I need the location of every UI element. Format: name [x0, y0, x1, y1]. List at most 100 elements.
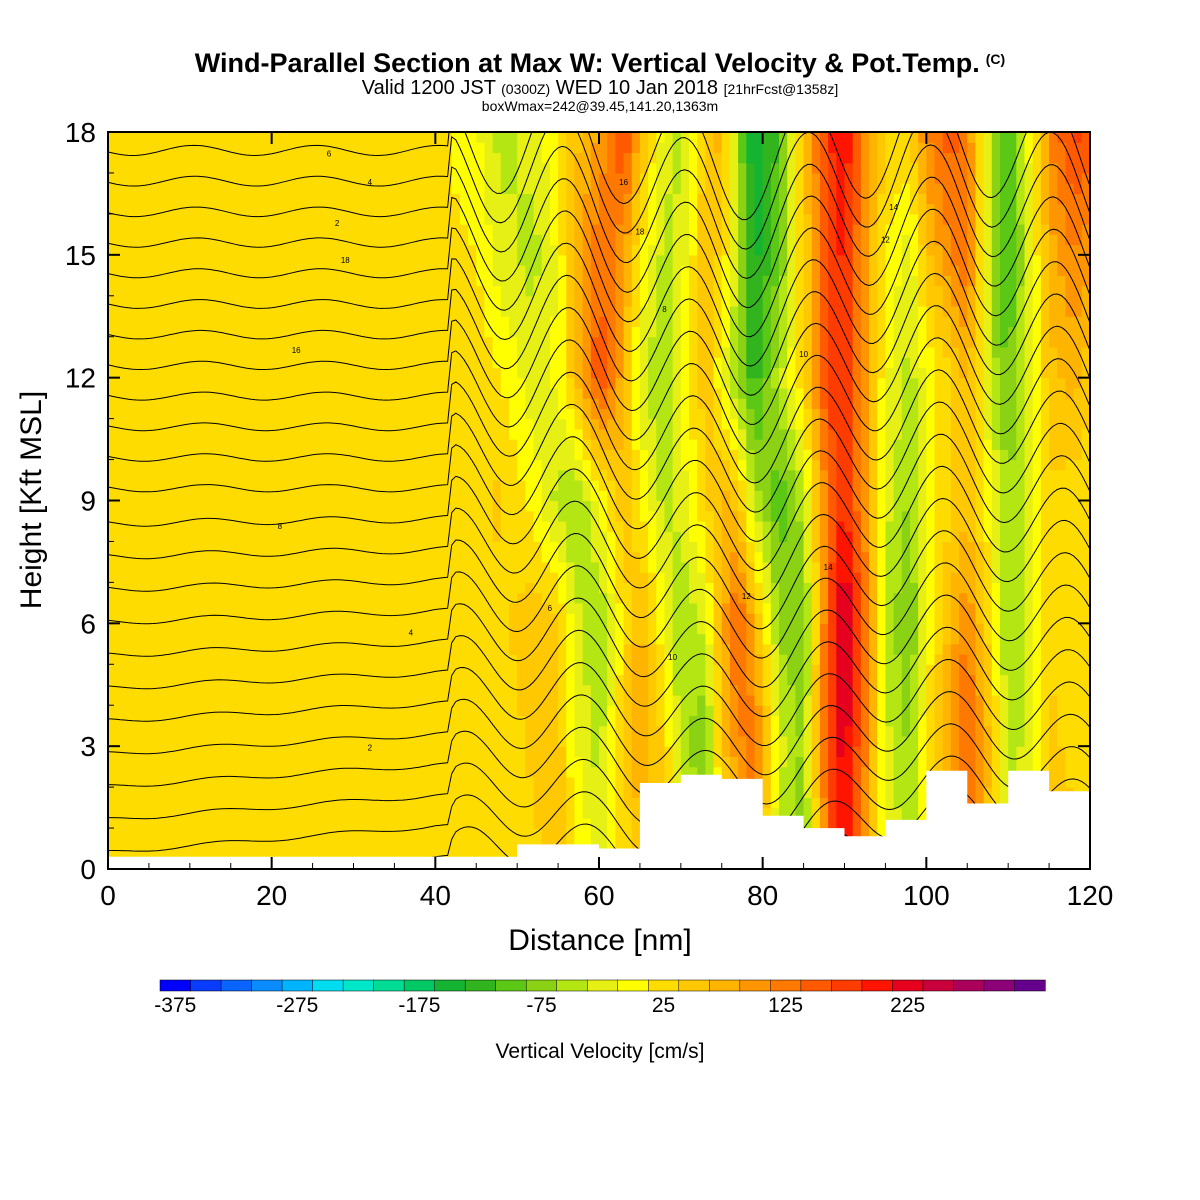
velocity-cell [877, 725, 887, 737]
velocity-cell [132, 787, 142, 798]
velocity-cell [206, 510, 215, 522]
velocity-cell [648, 510, 657, 522]
velocity-cell [124, 746, 134, 758]
velocity-cell [746, 582, 756, 594]
velocity-cell [255, 797, 265, 809]
velocity-cell [1016, 449, 1026, 461]
velocity-cell [279, 674, 289, 686]
velocity-cell [181, 643, 191, 655]
velocity-cell [656, 439, 666, 450]
velocity-cell [967, 572, 977, 583]
velocity-cell [999, 654, 1009, 665]
velocity-cell [533, 746, 543, 758]
velocity-cell [394, 776, 404, 788]
velocity-cell [819, 623, 829, 635]
velocity-cell [1040, 551, 1050, 563]
velocity-cell [394, 561, 404, 573]
velocity-cell [361, 787, 371, 798]
velocity-cell [459, 664, 469, 676]
velocity-cell [181, 766, 191, 778]
velocity-cell [288, 572, 297, 583]
velocity-cell [181, 684, 191, 696]
velocity-cell [779, 449, 788, 461]
velocity-cell [394, 582, 404, 594]
velocity-cell [279, 541, 289, 553]
velocity-cell [484, 469, 494, 481]
velocity-cell [459, 613, 469, 624]
velocity-cell [214, 664, 224, 676]
velocity-cell [574, 746, 584, 758]
velocity-cell [795, 746, 805, 758]
velocity-cell [844, 817, 854, 829]
velocity-cell [623, 838, 633, 850]
velocity-cell [181, 756, 191, 768]
velocity-cell [279, 633, 289, 645]
velocity-cell [476, 633, 486, 645]
velocity-cell [697, 572, 706, 583]
velocity-cell [664, 510, 674, 522]
velocity-cell [541, 592, 551, 604]
velocity-cell [288, 561, 297, 573]
velocity-cell [590, 480, 600, 491]
velocity-cell [238, 694, 248, 706]
velocity-cell [779, 797, 788, 809]
velocity-cell [230, 602, 240, 614]
velocity-cell [795, 541, 805, 553]
velocity-cell [132, 613, 142, 624]
velocity-cell [934, 613, 944, 624]
velocity-cell [844, 643, 854, 655]
velocity-cell [926, 531, 936, 543]
velocity-cell [222, 838, 232, 850]
velocity-cell [116, 613, 125, 624]
velocity-cell [860, 592, 870, 604]
velocity-cell [320, 459, 330, 471]
velocity-cell [909, 480, 919, 491]
velocity-cell [288, 735, 297, 747]
velocity-cell [975, 756, 985, 768]
velocity-cell [893, 510, 903, 522]
velocity-cell [549, 787, 559, 798]
velocity-cell [779, 623, 788, 635]
velocity-cell [1049, 756, 1058, 768]
velocity-cell [852, 480, 862, 491]
velocity-cell [893, 520, 903, 532]
velocity-cell [148, 500, 158, 512]
velocity-cell [418, 469, 428, 481]
velocity-cell [492, 684, 502, 696]
velocity-cell [1065, 725, 1075, 737]
velocity-cell [435, 705, 445, 717]
velocity-cell [983, 592, 993, 604]
velocity-cell [484, 572, 494, 583]
velocity-cell [779, 654, 788, 665]
velocity-cell [165, 531, 175, 543]
velocity-cell [975, 776, 985, 788]
velocity-cell [484, 613, 494, 624]
velocity-cell [738, 449, 747, 461]
velocity-cell [1057, 725, 1067, 737]
velocity-cell [263, 735, 273, 747]
velocity-cell [418, 500, 428, 512]
velocity-cell [689, 520, 698, 532]
velocity-cell [541, 602, 551, 614]
velocity-cell [901, 633, 911, 645]
velocity-cell [819, 746, 829, 758]
velocity-cell [508, 520, 518, 532]
velocity-cell [590, 510, 600, 522]
velocity-cell [214, 797, 224, 809]
velocity-cell [574, 510, 584, 522]
velocity-cell [672, 694, 682, 706]
velocity-cell [574, 459, 584, 471]
velocity-cell [885, 500, 895, 512]
velocity-cell [607, 602, 616, 614]
velocity-cell [697, 500, 706, 512]
velocity-cell [165, 459, 175, 471]
velocity-cell [918, 541, 927, 553]
velocity-cell [468, 756, 477, 768]
velocity-cell [582, 725, 592, 737]
velocity-cell [337, 674, 346, 686]
velocity-cell [418, 684, 428, 696]
velocity-cell [967, 654, 977, 665]
velocity-cell [525, 787, 535, 798]
velocity-cell [844, 735, 854, 747]
velocity-cell [909, 582, 919, 594]
